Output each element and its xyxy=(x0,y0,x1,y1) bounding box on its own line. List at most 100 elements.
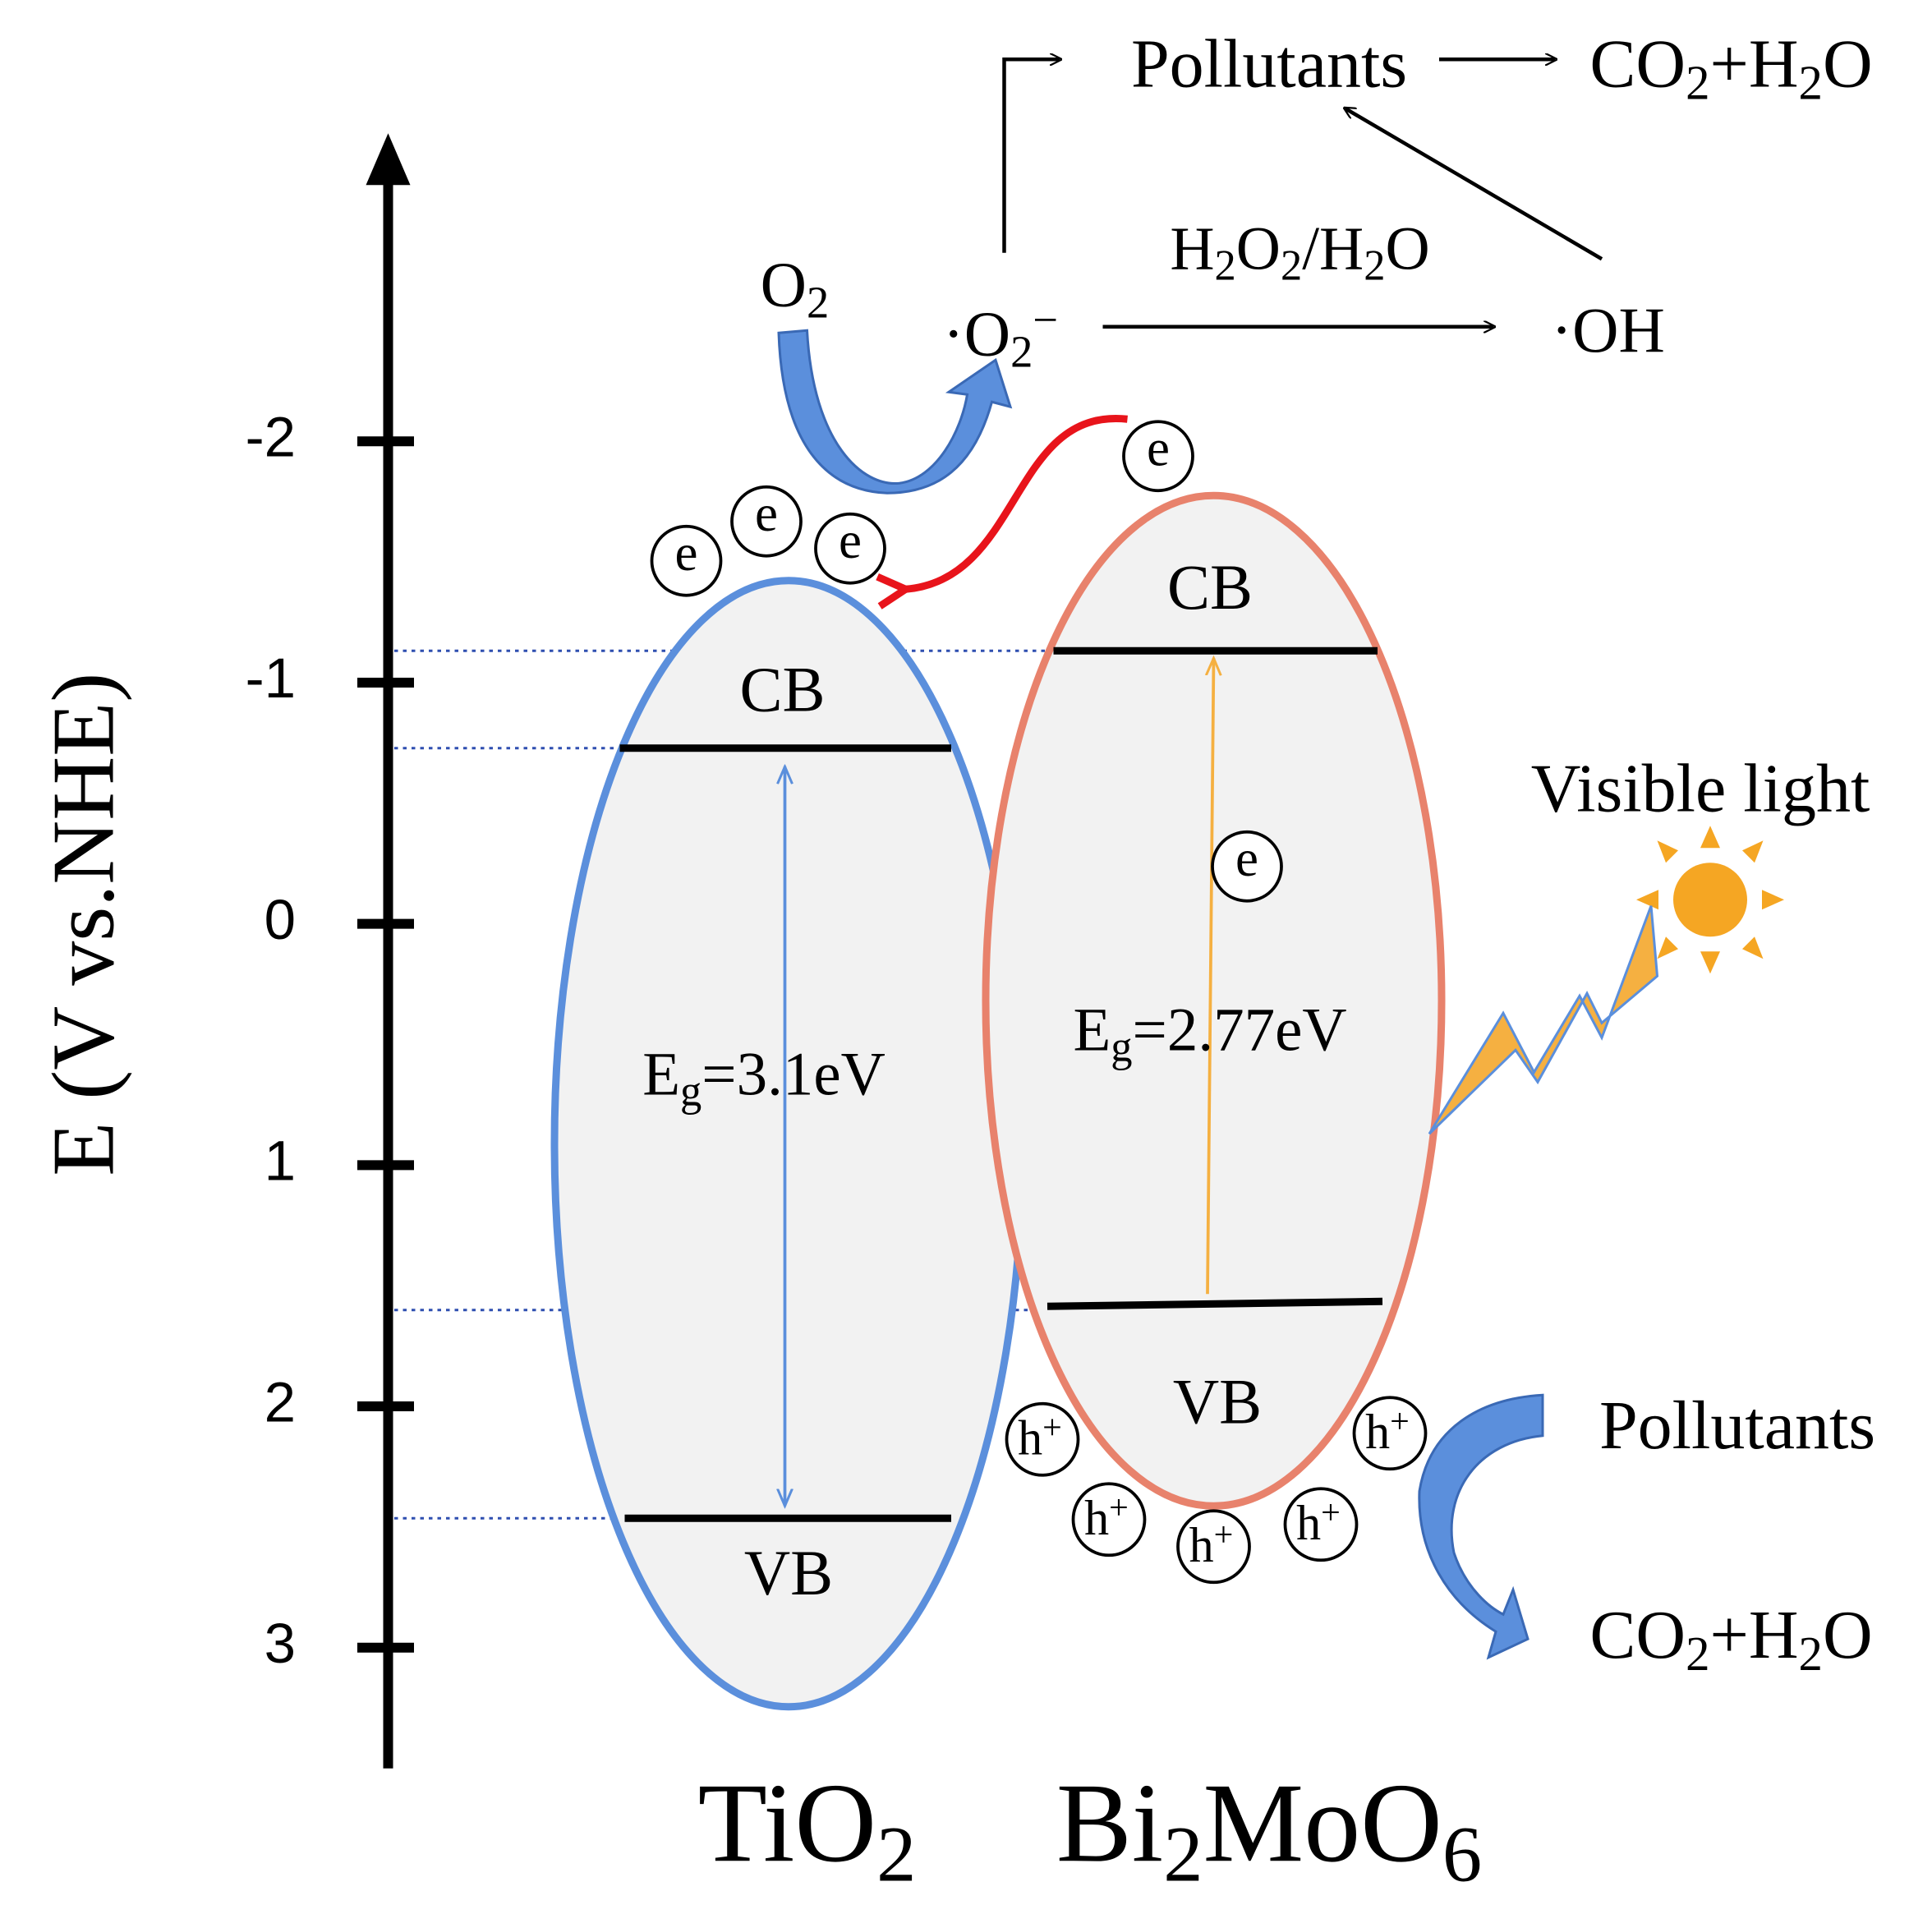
reaction-arrow xyxy=(1346,108,1603,261)
sun-disc xyxy=(1673,863,1747,937)
species: CO2+H2O xyxy=(1589,25,1872,109)
text-part: h xyxy=(1189,1518,1214,1572)
axis-arrow xyxy=(366,133,411,186)
tick-label: -1 xyxy=(246,646,296,710)
subscript: 2 xyxy=(1281,242,1302,290)
electron-circle xyxy=(650,524,723,597)
text-part: h xyxy=(1018,1410,1042,1465)
superscript: + xyxy=(1042,1409,1062,1447)
superscript: + xyxy=(1321,1494,1341,1532)
species: Pollutants xyxy=(1131,25,1407,102)
sun xyxy=(1636,826,1784,974)
text-part: =2.77eV xyxy=(1133,996,1347,1064)
electron: e xyxy=(1147,420,1170,477)
subscript: 2 xyxy=(1799,56,1823,109)
electron-circle xyxy=(1122,420,1194,493)
superscript: + xyxy=(1109,1489,1129,1527)
axis-label: E (V vs.NHE) xyxy=(34,673,132,1176)
text-part: O xyxy=(1823,25,1873,102)
electron: e xyxy=(755,485,778,542)
tick-label: 0 xyxy=(264,888,296,951)
subscript: 2 xyxy=(1215,242,1236,290)
text-part: =3.1eV xyxy=(702,1040,886,1108)
band-gap: Eg=2.77eV xyxy=(1073,996,1346,1070)
sun-ray xyxy=(1700,826,1720,849)
hole-circle xyxy=(1176,1509,1251,1585)
electron: e xyxy=(1235,830,1258,887)
subscript: 2 xyxy=(1364,242,1385,290)
tick-label: 3 xyxy=(264,1612,296,1675)
tick-label: -2 xyxy=(246,405,296,468)
reaction-arrow xyxy=(1002,59,1060,253)
sun-ray xyxy=(1742,936,1764,959)
lightning xyxy=(1428,905,1659,1135)
oxidation-arrow xyxy=(1418,1393,1544,1660)
light-label: Visible light xyxy=(1531,750,1870,826)
sun-ray xyxy=(1657,840,1678,863)
electron: e xyxy=(839,512,862,569)
axis-ticks: -2 -1 0 1 2 3 xyxy=(246,405,414,1675)
superscript: + xyxy=(1390,1403,1410,1441)
tick-label: 2 xyxy=(264,1370,296,1433)
hole-circle xyxy=(1005,1401,1080,1477)
reduction-arrow xyxy=(777,329,1013,495)
species: ·O2− xyxy=(943,295,1058,376)
species: O2 xyxy=(761,248,830,327)
sun-ray xyxy=(1742,840,1764,863)
subscript: 2 xyxy=(1686,1627,1709,1681)
text-part: O xyxy=(761,248,807,320)
bimoo-ellipse xyxy=(982,491,1446,1510)
electron-circle xyxy=(730,485,803,558)
text-part: TiO xyxy=(698,1760,876,1885)
text-part: CO xyxy=(1589,25,1686,102)
hole-circle xyxy=(1071,1482,1147,1557)
text-part: +H xyxy=(1709,25,1798,102)
subscript: 2 xyxy=(807,277,829,327)
electron-circle xyxy=(1211,830,1283,903)
cb-label: CB xyxy=(1167,551,1253,623)
subscript: 2 xyxy=(1799,1627,1823,1681)
subscript: 6 xyxy=(1442,1810,1482,1898)
text-part: +H xyxy=(1709,1597,1798,1673)
species: Pollutants xyxy=(1599,1387,1875,1464)
text-part: h xyxy=(1365,1405,1390,1459)
species: ·OH xyxy=(1551,294,1665,366)
transfer-arrow xyxy=(906,415,1128,589)
species: H2O2/H2O xyxy=(1170,214,1429,289)
text-part: O xyxy=(1236,214,1281,283)
subscript: 2 xyxy=(876,1810,916,1898)
tick-label: 1 xyxy=(264,1130,296,1193)
text-part: E xyxy=(1073,996,1111,1064)
subscript: g xyxy=(680,1068,702,1116)
subscript: 2 xyxy=(1686,56,1709,109)
hole-circle xyxy=(1352,1396,1428,1471)
band-gap: Eg=3.1eV xyxy=(642,1040,886,1115)
sun-ray xyxy=(1657,936,1678,959)
sun-ray xyxy=(1636,890,1658,910)
species: CO2+H2O xyxy=(1589,1597,1872,1681)
hole: h+ xyxy=(1365,1403,1410,1459)
superscript: + xyxy=(1214,1516,1234,1554)
text-part: h xyxy=(1084,1491,1109,1545)
electron-circle xyxy=(814,512,886,585)
subscript: 2 xyxy=(1010,326,1033,376)
electron: e xyxy=(675,524,698,582)
text-part: O xyxy=(1823,1597,1873,1673)
hole-circle xyxy=(1283,1487,1359,1562)
text-part: ·O xyxy=(943,297,1010,369)
vb-label: VB xyxy=(744,1537,833,1608)
excitation-arrow xyxy=(1208,658,1214,1295)
text-part: E xyxy=(642,1040,680,1108)
reaction-arrows xyxy=(1002,59,1603,327)
material-label: Bi2MoO6 xyxy=(1056,1760,1482,1898)
hole: h+ xyxy=(1018,1409,1062,1465)
sun-ray xyxy=(1700,951,1720,974)
superscript: − xyxy=(1033,295,1058,345)
hole: h+ xyxy=(1296,1494,1341,1550)
text-part: H xyxy=(1170,214,1214,283)
material-label: TiO2 xyxy=(698,1760,917,1898)
hole: h+ xyxy=(1084,1489,1129,1545)
